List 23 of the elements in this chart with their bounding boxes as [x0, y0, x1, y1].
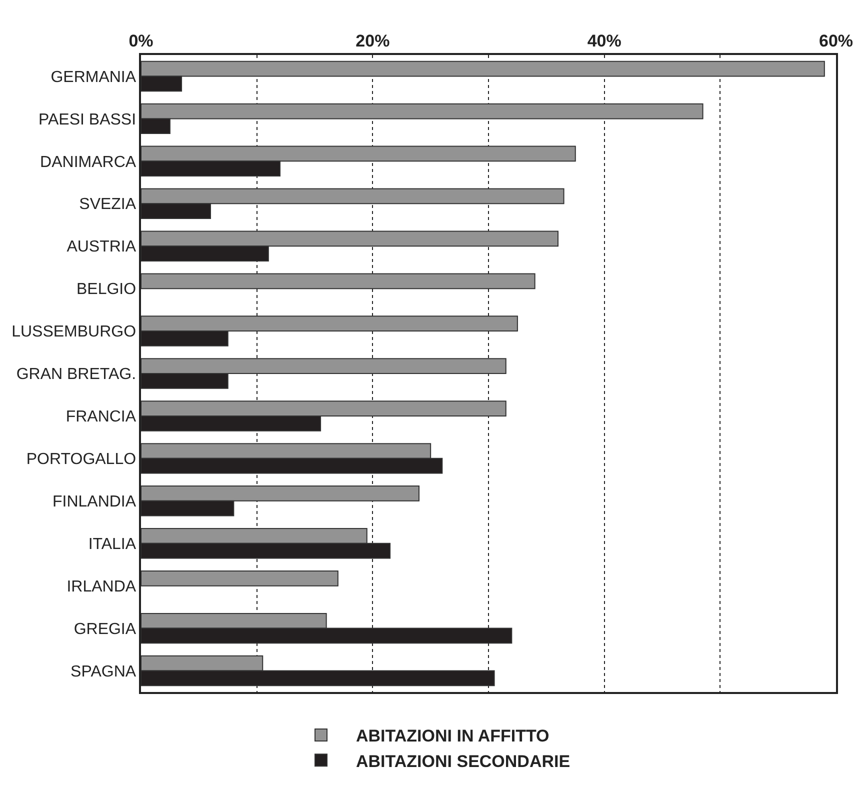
y-tick-label: PORTOGALLO — [26, 451, 136, 468]
x-tick-label: 0% — [128, 31, 154, 50]
y-tick-label: BELGIO — [76, 281, 136, 298]
y-tick-label: GREGIA — [74, 620, 136, 638]
legend-label: ABITAZIONI SECONDARIE — [356, 752, 570, 771]
bar — [141, 273, 536, 290]
y-tick-label: AUSTRIA — [66, 238, 136, 256]
y-tick-label: SPAGNA — [70, 663, 136, 680]
y-tick-label: GRAN BRETAG. — [16, 366, 136, 384]
bar — [141, 570, 338, 586]
y-tick-label: IRLANDA — [66, 578, 136, 596]
y-tick-label: DANIMARCA — [40, 154, 136, 171]
legend-label: ABITAZIONI IN AFFITTO — [356, 726, 550, 746]
y-tick-label: SVEZIA — [79, 196, 136, 214]
x-tick-label: 60% — [818, 31, 854, 50]
y-tick-label: FINLANDIA — [52, 494, 136, 510]
y-tick-label: LUSSEMBURGO — [12, 324, 136, 341]
y-tick-label: ITALIA — [88, 536, 136, 553]
y-tick-label: GERMANIA — [50, 68, 136, 86]
x-tick-label: 40% — [587, 31, 622, 50]
y-tick-label: FRANCIA — [66, 408, 136, 426]
x-tick-label: 20% — [356, 31, 390, 50]
y-tick-label: PAESI BASSI — [38, 111, 136, 128]
